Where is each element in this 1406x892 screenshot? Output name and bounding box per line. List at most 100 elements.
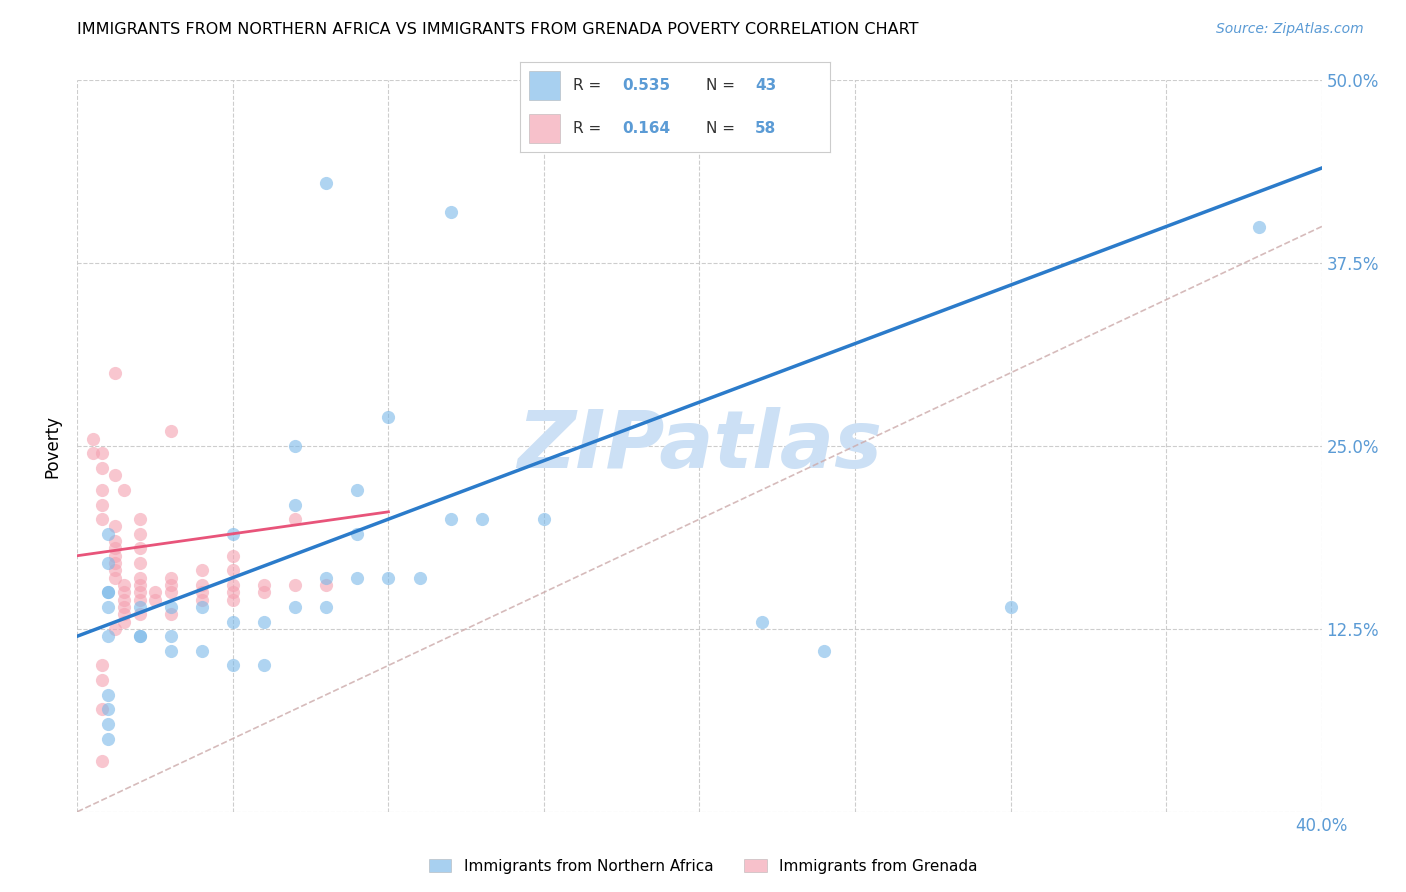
Point <box>191 592 214 607</box>
Point <box>128 585 150 599</box>
Text: ZIPatlas: ZIPatlas <box>517 407 882 485</box>
Point <box>104 563 127 577</box>
Point <box>91 673 114 687</box>
Point <box>143 592 166 607</box>
Point <box>222 592 245 607</box>
Point <box>91 512 114 526</box>
Point <box>104 519 127 533</box>
Point <box>191 599 214 614</box>
Point <box>104 541 127 556</box>
Point <box>128 556 150 570</box>
Point <box>222 549 245 563</box>
Point <box>315 578 337 592</box>
Point <box>112 607 135 622</box>
Point <box>91 446 114 460</box>
Point <box>91 658 114 673</box>
Point <box>284 599 307 614</box>
Point <box>112 578 135 592</box>
Point <box>104 622 127 636</box>
Text: Source: ZipAtlas.com: Source: ZipAtlas.com <box>1216 22 1364 37</box>
Point <box>533 512 555 526</box>
Point <box>97 717 120 731</box>
Point <box>222 585 245 599</box>
Point <box>159 599 181 614</box>
Point <box>104 534 127 549</box>
Point <box>128 571 150 585</box>
Point <box>346 571 368 585</box>
Point <box>159 425 181 439</box>
Point <box>253 578 276 592</box>
Point <box>222 615 245 629</box>
Point <box>97 585 120 599</box>
Text: R =: R = <box>572 78 606 93</box>
Point <box>104 556 127 570</box>
Point <box>97 599 120 614</box>
Point <box>408 571 430 585</box>
Point <box>128 599 150 614</box>
Point <box>97 629 120 643</box>
Y-axis label: Poverty: Poverty <box>44 415 62 477</box>
Text: 0.535: 0.535 <box>623 78 671 93</box>
Point <box>159 607 181 622</box>
Point <box>97 585 120 599</box>
Point <box>104 366 127 380</box>
Text: N =: N = <box>706 78 740 93</box>
Point <box>128 607 150 622</box>
Point <box>284 498 307 512</box>
Point <box>91 702 114 716</box>
Point <box>1249 219 1271 234</box>
Point <box>346 526 368 541</box>
Point <box>222 658 245 673</box>
Point <box>128 578 150 592</box>
Point <box>377 409 399 424</box>
Point <box>143 585 166 599</box>
Point <box>128 512 150 526</box>
Point <box>112 483 135 497</box>
Text: IMMIGRANTS FROM NORTHERN AFRICA VS IMMIGRANTS FROM GRENADA POVERTY CORRELATION C: IMMIGRANTS FROM NORTHERN AFRICA VS IMMIG… <box>77 22 920 37</box>
Point <box>159 644 181 658</box>
Point <box>284 512 307 526</box>
Point <box>91 754 114 768</box>
Point <box>159 578 181 592</box>
Point <box>751 615 773 629</box>
Point <box>82 446 104 460</box>
Point <box>112 585 135 599</box>
Point <box>91 483 114 497</box>
Point <box>315 599 337 614</box>
Point <box>128 629 150 643</box>
Point <box>97 702 120 716</box>
Point <box>97 731 120 746</box>
Point <box>128 629 150 643</box>
Text: 0.164: 0.164 <box>623 121 671 136</box>
Point <box>440 512 463 526</box>
Point <box>315 571 337 585</box>
Point <box>471 512 494 526</box>
Point <box>82 432 104 446</box>
Point <box>112 592 135 607</box>
Point <box>191 644 214 658</box>
Point <box>253 658 276 673</box>
Point <box>128 592 150 607</box>
Point <box>128 526 150 541</box>
Point <box>284 578 307 592</box>
Point <box>159 585 181 599</box>
Point <box>104 549 127 563</box>
Bar <box>530 114 561 143</box>
Bar <box>530 71 561 100</box>
Point <box>104 468 127 483</box>
Point <box>128 541 150 556</box>
Point <box>222 578 245 592</box>
Point <box>159 629 181 643</box>
Point <box>191 563 214 577</box>
Point <box>253 585 276 599</box>
Point <box>315 176 337 190</box>
Point <box>159 571 181 585</box>
Point <box>97 688 120 702</box>
Point <box>97 556 120 570</box>
Point <box>813 644 835 658</box>
Text: 43: 43 <box>755 78 776 93</box>
Point <box>91 461 114 475</box>
Text: N =: N = <box>706 121 740 136</box>
Point <box>191 585 214 599</box>
Point <box>97 526 120 541</box>
